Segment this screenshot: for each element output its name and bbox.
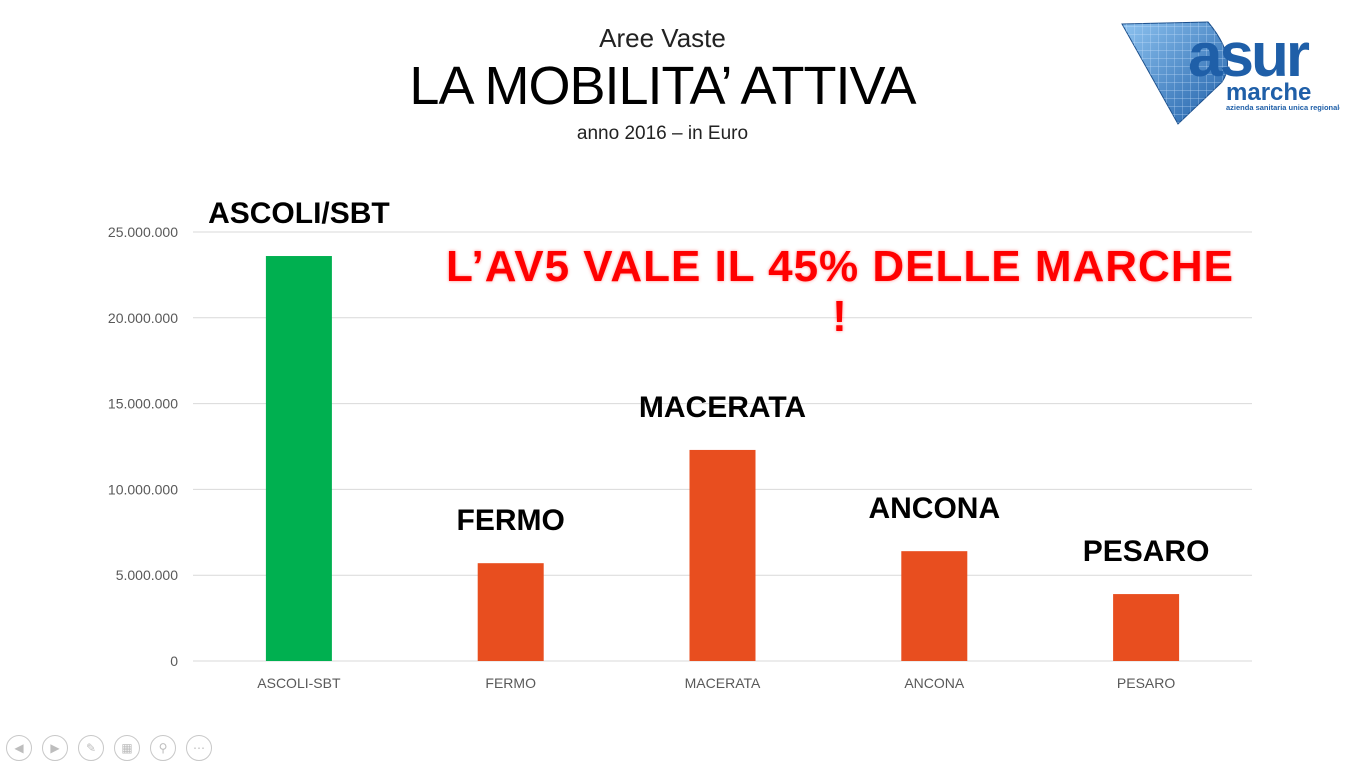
y-tick-label: 0 <box>170 653 178 669</box>
bar-data-label: ANCONA <box>868 492 1000 525</box>
previous-slide-button[interactable]: ◀ <box>6 735 32 761</box>
magnifier-icon: ⚲ <box>158 741 168 755</box>
x-category-label: ANCONA <box>904 675 965 691</box>
title-block: Aree Vaste LA MOBILITA’ ATTIVA anno 2016… <box>0 20 1325 148</box>
bar <box>477 563 544 661</box>
presentation-controls: ◀ ▶ ✎ ▦ ⚲ ⋯ <box>6 735 212 763</box>
y-tick-label: 20.000.000 <box>108 310 178 326</box>
slide-kicker: Aree Vaste <box>599 23 726 53</box>
bar-data-label: FERMO <box>457 504 565 537</box>
bar <box>1113 594 1180 661</box>
more-options-button[interactable]: ⋯ <box>186 735 212 761</box>
x-category-label: PESARO <box>1117 675 1175 691</box>
y-tick-label: 10.000.000 <box>108 481 178 497</box>
bar <box>265 256 332 661</box>
x-category-label: MACERATA <box>685 675 761 691</box>
y-tick-label: 15.000.000 <box>108 396 178 412</box>
slide-title: LA MOBILITA’ ATTIVA <box>409 56 916 116</box>
zoom-button[interactable]: ⚲ <box>150 735 176 761</box>
logo-text-region: marche <box>1226 79 1311 106</box>
see-all-slides-button[interactable]: ▦ <box>114 735 140 761</box>
x-category-label: ASCOLI-SBT <box>257 675 341 691</box>
bar <box>689 449 756 661</box>
arrow-right-icon: ▶ <box>50 741 60 755</box>
asur-marche-logo: asur marche azienda sanitaria unica regi… <box>1121 21 1340 125</box>
grid-icon: ▦ <box>121 741 133 755</box>
pen-icon: ✎ <box>85 741 97 755</box>
y-tick-label: 25.000.000 <box>108 224 178 240</box>
x-category-label: FERMO <box>485 675 536 691</box>
arrow-left-icon: ◀ <box>14 741 24 755</box>
pen-tool-button[interactable]: ✎ <box>78 735 104 761</box>
slide-subtitle: anno 2016 – in Euro <box>576 123 749 144</box>
bar-data-label: ASCOLI/SBT <box>208 197 390 230</box>
logo-text-main: asur <box>1188 21 1310 90</box>
y-tick-label: 5.000.000 <box>116 567 178 583</box>
highlight-callout: L’AV5 VALE IL 45% DELLE MARCHE ! <box>446 242 1234 341</box>
bar-data-label: MACERATA <box>639 391 806 424</box>
logo-tagline: azienda sanitaria unica regionale <box>1226 103 1340 112</box>
ellipsis-icon: ⋯ <box>193 741 205 755</box>
bar-data-label: PESARO <box>1083 535 1210 568</box>
bar <box>901 551 968 661</box>
next-slide-button[interactable]: ▶ <box>42 735 68 761</box>
